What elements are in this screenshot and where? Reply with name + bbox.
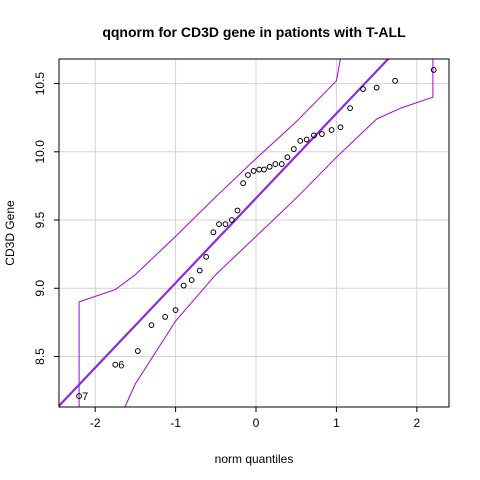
data-point — [328, 127, 335, 133]
y-tick-label: 8.5 — [33, 348, 47, 365]
x-tick-label: 1 — [333, 416, 340, 430]
y-tick-label: 9.5 — [33, 211, 47, 228]
data-point — [337, 124, 344, 131]
y-tick-label: 10.0 — [33, 140, 47, 164]
x-axis-label: norm quantiles — [215, 452, 294, 466]
data-point — [245, 172, 251, 178]
data-point — [266, 163, 273, 170]
data-point — [373, 84, 380, 91]
data-point — [134, 348, 141, 354]
data-point — [210, 229, 217, 236]
data-point — [216, 221, 222, 228]
data-point — [392, 77, 399, 84]
point-label: 6 — [118, 360, 124, 372]
chart-title: qqnorm for CD3D gene in pationts with T-… — [102, 24, 406, 40]
data-points: 76 — [76, 67, 437, 403]
point-label: 7 — [82, 391, 88, 403]
plot-frame — [58, 58, 450, 408]
data-point — [319, 131, 325, 137]
data-point — [290, 146, 297, 152]
data-point — [240, 180, 247, 187]
data-point — [272, 161, 279, 167]
reference-line-group — [59, 59, 390, 407]
data-point — [228, 217, 235, 223]
y-tick-label: 9.0 — [33, 280, 47, 297]
data-point — [311, 132, 317, 139]
data-point — [284, 154, 291, 161]
data-point — [222, 221, 229, 228]
y-tick-label: 10.5 — [33, 72, 47, 96]
data-point — [261, 166, 267, 173]
data-point — [250, 168, 257, 174]
y-axis-label: CD3D Gene — [3, 200, 17, 266]
data-point — [188, 277, 195, 283]
data-point — [112, 361, 119, 368]
x-axis-ticks: -2 -1 0 1 2 — [90, 407, 420, 430]
x-tick-label: 0 — [253, 416, 260, 430]
data-point — [430, 67, 437, 73]
confidence-band — [78, 59, 434, 407]
data-point — [297, 137, 304, 144]
y-axis-ticks: 8.5 9.0 9.5 10.0 10.5 — [33, 72, 59, 365]
data-point — [148, 322, 155, 329]
data-point — [347, 105, 353, 112]
grid — [59, 59, 449, 407]
data-point — [180, 282, 187, 289]
x-tick-label: 2 — [413, 416, 420, 430]
data-point — [203, 253, 210, 260]
reference-line — [59, 59, 390, 407]
data-point — [278, 161, 285, 167]
data-point — [360, 86, 366, 92]
data-point — [172, 307, 179, 314]
data-point — [162, 314, 169, 320]
data-point — [76, 393, 83, 399]
x-tick-label: -2 — [90, 416, 101, 430]
confidence-band-upper — [78, 59, 341, 303]
data-point — [196, 267, 203, 274]
data-point — [234, 207, 241, 214]
data-point — [303, 136, 310, 143]
x-tick-label: -1 — [170, 416, 181, 430]
confidence-band-lower — [124, 59, 434, 407]
